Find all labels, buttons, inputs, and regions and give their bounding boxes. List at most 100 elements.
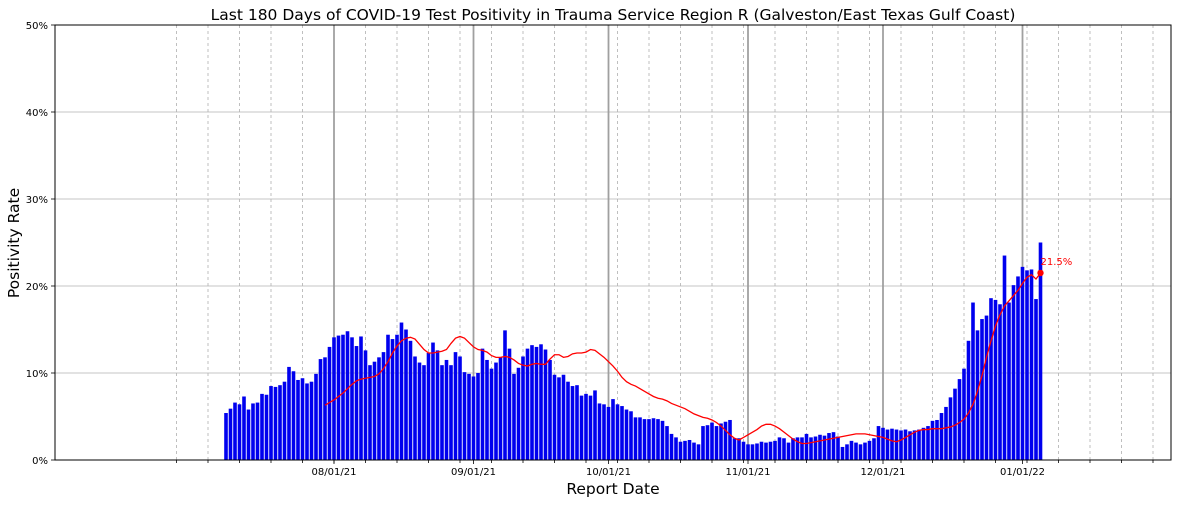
bars-layer bbox=[224, 242, 1043, 460]
bar bbox=[534, 346, 539, 460]
bar bbox=[777, 437, 782, 460]
bar bbox=[1025, 270, 1029, 460]
bar bbox=[602, 404, 606, 460]
bar bbox=[548, 359, 552, 460]
bar bbox=[876, 426, 881, 460]
bar bbox=[557, 377, 561, 460]
bar bbox=[1038, 242, 1043, 460]
bar bbox=[381, 352, 386, 460]
bar bbox=[719, 423, 723, 460]
bar bbox=[471, 376, 476, 460]
bar bbox=[665, 426, 669, 460]
bar bbox=[354, 346, 359, 460]
y-axis-label: Positivity Rate bbox=[5, 188, 23, 298]
bar bbox=[566, 381, 570, 460]
bar bbox=[395, 334, 399, 460]
bar bbox=[552, 374, 557, 460]
bar bbox=[426, 352, 431, 460]
bar bbox=[701, 426, 705, 460]
bar bbox=[867, 440, 872, 460]
x-tick-label: 12/01/21 bbox=[861, 467, 906, 478]
y-tick-label: 30% bbox=[26, 195, 48, 206]
bar bbox=[917, 429, 921, 460]
bar bbox=[345, 331, 350, 460]
bar bbox=[462, 372, 467, 460]
bar bbox=[458, 356, 462, 460]
x-tick-label: 09/01/21 bbox=[451, 467, 496, 478]
bar bbox=[629, 411, 633, 460]
bar bbox=[642, 419, 647, 460]
bar bbox=[233, 402, 237, 460]
bar bbox=[764, 442, 768, 460]
bar bbox=[386, 334, 390, 460]
y-tick-label: 20% bbox=[26, 282, 48, 293]
bar bbox=[440, 365, 444, 460]
y-tick-label: 50% bbox=[26, 21, 48, 32]
bar bbox=[242, 396, 246, 460]
bar bbox=[485, 359, 489, 460]
bar bbox=[296, 379, 300, 460]
bar bbox=[282, 381, 287, 460]
bar bbox=[714, 426, 719, 460]
bar bbox=[633, 417, 638, 460]
x-axis-label: Report Date bbox=[566, 480, 659, 498]
bar bbox=[498, 357, 503, 460]
bar bbox=[678, 441, 683, 460]
bar bbox=[413, 356, 417, 460]
last-value-annotation: 21.5% bbox=[1041, 257, 1073, 268]
bar bbox=[318, 359, 323, 460]
bar bbox=[503, 330, 507, 460]
bar bbox=[561, 374, 566, 460]
bar bbox=[404, 329, 408, 460]
bar bbox=[615, 404, 620, 460]
bar bbox=[890, 428, 894, 460]
bar bbox=[309, 381, 314, 460]
bar bbox=[399, 322, 404, 460]
bar bbox=[885, 429, 890, 460]
bar bbox=[903, 429, 908, 460]
y-tick-label: 0% bbox=[32, 456, 48, 467]
bar bbox=[647, 419, 651, 460]
bar bbox=[480, 348, 485, 460]
bar bbox=[894, 429, 899, 460]
bar bbox=[435, 350, 440, 460]
bar bbox=[1016, 276, 1020, 460]
bar bbox=[359, 336, 363, 460]
moving-average-line bbox=[324, 272, 1042, 445]
bar bbox=[543, 349, 548, 460]
bar bbox=[512, 373, 516, 460]
bar bbox=[332, 337, 336, 460]
bar bbox=[417, 362, 422, 460]
bar bbox=[278, 385, 282, 460]
bar bbox=[710, 422, 714, 460]
bar bbox=[957, 379, 962, 460]
bar bbox=[300, 378, 305, 460]
bar bbox=[476, 373, 480, 460]
bar bbox=[737, 438, 741, 460]
y-tick-label: 40% bbox=[26, 108, 48, 119]
bar bbox=[237, 404, 242, 460]
bar bbox=[1002, 255, 1007, 460]
bar bbox=[930, 420, 935, 460]
bar bbox=[786, 442, 791, 460]
bar bbox=[453, 352, 458, 460]
bar bbox=[273, 386, 278, 460]
bar bbox=[962, 368, 966, 460]
bar bbox=[260, 393, 264, 460]
axis-layer: 0% 10% 20% 30% 40% 50% 08/01/21 09/01/21 10/01/2… bbox=[26, 21, 1154, 478]
plot-frame bbox=[54, 24, 1172, 461]
bar bbox=[692, 442, 696, 460]
bar bbox=[683, 440, 687, 460]
bar bbox=[341, 334, 345, 460]
bar bbox=[638, 417, 642, 460]
bar bbox=[323, 357, 327, 460]
bar bbox=[611, 399, 615, 460]
x-tick-label: 10/01/21 bbox=[586, 467, 631, 478]
bar bbox=[759, 441, 764, 460]
bar bbox=[935, 419, 939, 460]
bar bbox=[1034, 299, 1038, 460]
bar bbox=[246, 409, 251, 460]
bar bbox=[588, 395, 593, 460]
